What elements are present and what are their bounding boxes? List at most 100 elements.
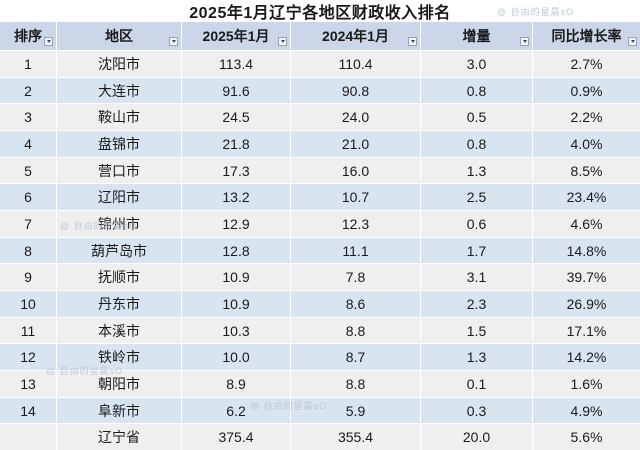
cell-2025-value: 10.9 [182, 264, 291, 291]
cell-rank: 8 [0, 237, 57, 264]
table-row: 6 辽阳市 13.2 10.7 2.5 23.4% [0, 183, 640, 211]
cell-delta: 0.8 [421, 131, 533, 157]
chevron-down-icon [522, 40, 527, 43]
cell-2025-value: 13.2 [182, 184, 291, 211]
table-row: 4 盘锦市 21.8 21.0 0.8 4.0% [0, 130, 640, 157]
chevron-down-icon [280, 40, 285, 43]
cell-delta: 2.5 [421, 184, 533, 211]
cell-2025-value: 375.4 [182, 424, 291, 450]
cell-rank: 7 [0, 211, 57, 237]
column-header-rank: 排序 [0, 22, 57, 50]
cell-rank: 6 [0, 184, 57, 211]
cell-delta: 1.7 [421, 237, 533, 264]
cell-growth-rate: 23.4% [566, 189, 607, 206]
column-header-growth-rate: 同比增长率 [533, 22, 640, 50]
cell-growth-rate: 4.9% [570, 402, 603, 419]
table-row: 2 大连市 91.6 90.8 0.8 0.9% [0, 76, 640, 104]
cell-rank: 12 [0, 344, 57, 371]
cell-2024-value: 24.0 [291, 104, 421, 131]
cell-delta: 0.3 [421, 397, 533, 424]
cell-rank: 5 [0, 157, 57, 184]
cell-growth-rate: 2.7% [570, 55, 603, 72]
table-row: 5 营口市 17.3 16.0 1.3 8.5% [0, 156, 640, 184]
cell-region: 铁岭市 [57, 344, 182, 371]
cell-region: 鞍山市 [57, 104, 182, 131]
cell-2025-value: 12.9 [182, 211, 291, 237]
column-filter-button[interactable] [628, 37, 637, 46]
table-body: 1 沈阳市 113.4 110.4 3.0 2.7% 2 大连市 91.6 90.8 0.8 0.9%… [0, 50, 640, 450]
cell-region: 营口市 [57, 157, 182, 184]
cell-delta: 0.8 [421, 77, 533, 104]
cell-region: 丹东市 [57, 291, 182, 317]
cell-2024-value: 355.4 [291, 424, 421, 450]
cell-delta: 1.3 [421, 344, 533, 371]
cell-delta: 0.6 [421, 211, 533, 237]
chevron-down-icon [630, 40, 635, 43]
column-header-label: 地区 [105, 28, 133, 44]
cell-growth-rate: 8.5% [570, 162, 603, 179]
cell-growth-rate: 0.9% [570, 82, 603, 99]
column-filter-button[interactable] [44, 37, 53, 46]
cell-growth-rate: 5.6% [570, 429, 603, 446]
cell-2024-value: 7.8 [291, 264, 421, 291]
table-row: 14 阜新市 6.2 5.9 0.3 4.9% [0, 396, 640, 424]
cell-growth-rate: 14.2% [566, 349, 607, 366]
table-row: 10 丹东市 10.9 8.6 2.3 26.9% [0, 290, 640, 317]
table-row: 7 锦州市 12.9 12.3 0.6 4.6% [0, 210, 640, 237]
chevron-down-icon [171, 40, 176, 43]
cell-growth-rate: 4.6% [570, 215, 603, 232]
cell-2025-value: 8.9 [182, 371, 291, 397]
cell-2024-value: 12.3 [291, 211, 421, 237]
cell-delta: 1.5 [421, 317, 533, 344]
cell-rank: 14 [0, 397, 57, 424]
column-header-label: 同比增长率 [551, 28, 622, 44]
cell-delta: 1.3 [421, 157, 533, 184]
cell-growth-rate: 17.1% [566, 322, 607, 339]
column-header-label: 2024年1月 [322, 28, 389, 44]
table-row: 9 抚顺市 10.9 7.8 3.1 39.7% [0, 263, 640, 291]
cell-2024-value: 110.4 [291, 51, 421, 77]
cell-2024-value: 11.1 [291, 237, 421, 264]
table-row: 8 葫芦岛市 12.8 11.1 1.7 14.8% [0, 236, 640, 264]
cell-2025-value: 91.6 [182, 77, 291, 104]
table-row: 11 本溪市 10.3 8.8 1.5 17.1% [0, 316, 640, 344]
cell-growth-rate: 4.0% [570, 135, 603, 152]
cell-delta: 3.0 [421, 51, 533, 77]
table-row: 3 鞍山市 24.5 24.0 0.5 2.2% [0, 103, 640, 131]
cell-region: 辽宁省 [57, 424, 182, 450]
cell-2025-value: 113.4 [182, 51, 291, 77]
table-row: 12 铁岭市 10.0 8.7 1.3 14.2% [0, 343, 640, 371]
cell-region: 葫芦岛市 [57, 237, 182, 264]
column-filter-button[interactable] [169, 37, 178, 46]
table-total-row: 辽宁省 375.4 355.4 20.0 5.6% [0, 423, 640, 450]
column-header-label: 2025年1月 [202, 28, 270, 44]
column-header-delta: 增量 [421, 22, 533, 50]
column-filter-button[interactable] [408, 37, 417, 46]
title-bar: 2025年1月辽宁各地区财政收入排名 [0, 0, 640, 22]
cell-growth-rate: 1.6% [570, 375, 603, 392]
cell-2025-value: 10.0 [182, 344, 291, 371]
cell-2025-value: 10.3 [182, 317, 291, 344]
cell-2025-value: 24.5 [182, 104, 291, 131]
table-header-row: 排序 地区 2025年1月 2024年1月 增量 同比增长率 [0, 22, 640, 50]
cell-2024-value: 10.7 [291, 184, 421, 211]
cell-delta: 0.1 [421, 371, 533, 397]
cell-rank: 11 [0, 317, 57, 344]
cell-rank: 9 [0, 264, 57, 291]
table-row: 13 朝阳市 8.9 8.8 0.1 1.6% [0, 370, 640, 397]
cell-rank [0, 424, 57, 450]
column-header-label: 增量 [462, 28, 491, 44]
cell-2024-value: 8.7 [291, 344, 421, 371]
cell-2024-value: 5.9 [291, 397, 421, 424]
cell-delta: 2.3 [421, 291, 533, 317]
cell-2025-value: 17.3 [182, 157, 291, 184]
cell-2024-value: 16.0 [291, 157, 421, 184]
cell-region: 大连市 [57, 77, 182, 104]
column-filter-button[interactable] [278, 37, 287, 46]
column-filter-button[interactable] [520, 37, 529, 46]
cell-rank: 13 [0, 371, 57, 397]
column-header-2024-jan: 2024年1月 [291, 22, 421, 50]
cell-region: 本溪市 [57, 317, 182, 344]
column-header-2025-jan: 2025年1月 [182, 22, 291, 50]
